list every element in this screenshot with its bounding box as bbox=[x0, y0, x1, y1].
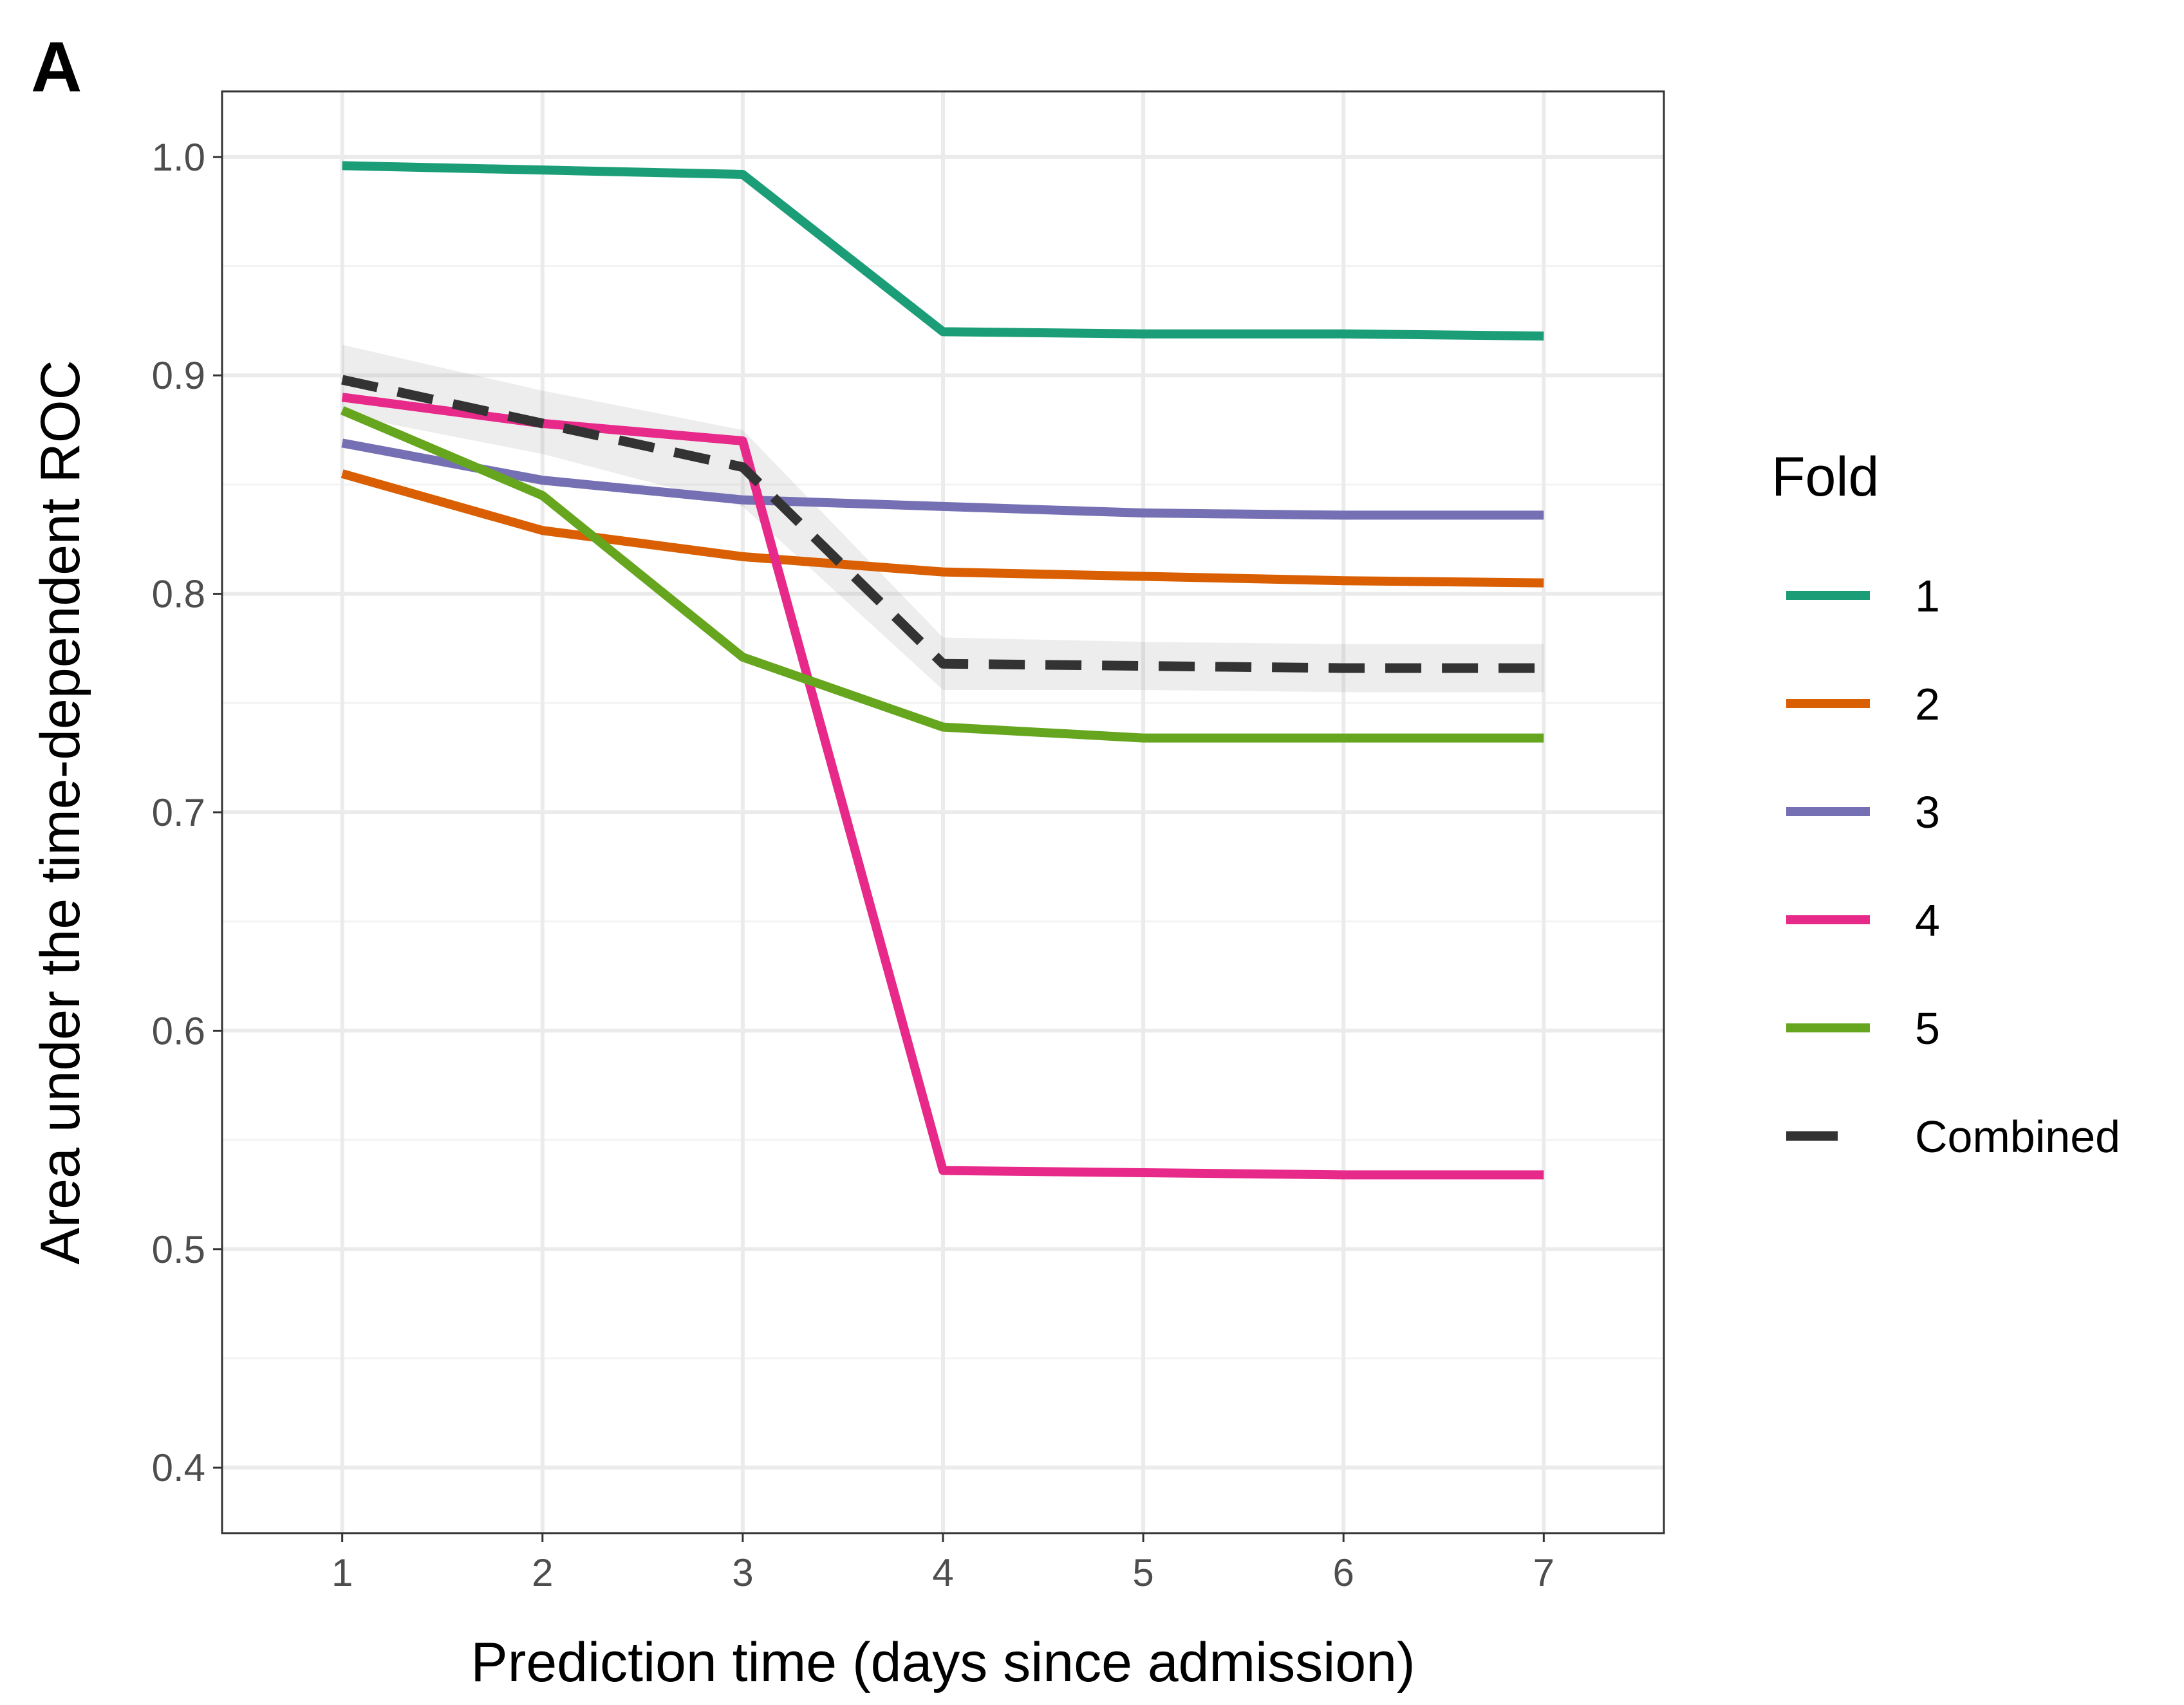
x-tick-label: 7 bbox=[1533, 1551, 1554, 1594]
x-tick-label: 6 bbox=[1333, 1551, 1354, 1594]
x-tick-label: 5 bbox=[1132, 1551, 1153, 1594]
y-tick-label: 0.6 bbox=[152, 1009, 205, 1052]
series-line-3 bbox=[341, 438, 1544, 520]
grid-lines bbox=[222, 91, 1664, 1533]
legend-title: Fold bbox=[1771, 446, 1879, 508]
legend-label-2: 2 bbox=[1915, 679, 1940, 729]
y-tick-label: 1.0 bbox=[152, 136, 205, 179]
y-tick-label: 0.8 bbox=[152, 573, 205, 616]
x-tick-label: 3 bbox=[732, 1551, 753, 1594]
y-tick-label: 0.7 bbox=[152, 791, 205, 834]
legend: Fold 1 2 3 4 5 Combined bbox=[1771, 446, 2120, 1162]
x-tick-label: 4 bbox=[932, 1551, 953, 1594]
y-tick-label: 0.9 bbox=[152, 354, 205, 397]
panel-tag: A bbox=[31, 28, 82, 107]
x-axis-title: Prediction time (days since admission) bbox=[471, 1632, 1415, 1693]
y-tick-label: 0.5 bbox=[152, 1228, 205, 1271]
y-tick-label: 0.4 bbox=[152, 1446, 205, 1489]
legend-label-1: 1 bbox=[1915, 571, 1940, 621]
x-axis-ticks: 1 2 3 4 5 6 7 bbox=[331, 1533, 1554, 1594]
y-axis-ticks: 0.4 0.5 0.6 0.7 0.8 0.9 1.0 bbox=[152, 136, 222, 1489]
y-axis-title: Area under the time-dependent ROC bbox=[30, 360, 91, 1264]
series-line-1 bbox=[342, 161, 1544, 341]
series-line-5 bbox=[340, 406, 1544, 743]
legend-label-5: 5 bbox=[1915, 1003, 1940, 1054]
series-line-2 bbox=[341, 469, 1544, 588]
x-tick-label: 2 bbox=[532, 1551, 553, 1594]
series-lines bbox=[340, 161, 1544, 1180]
legend-label-3: 3 bbox=[1915, 787, 1940, 837]
legend-label-4: 4 bbox=[1915, 895, 1940, 946]
x-tick-label: 1 bbox=[331, 1551, 353, 1594]
series-line-combined bbox=[341, 375, 1544, 673]
legend-label-combined: Combined bbox=[1915, 1112, 2120, 1162]
